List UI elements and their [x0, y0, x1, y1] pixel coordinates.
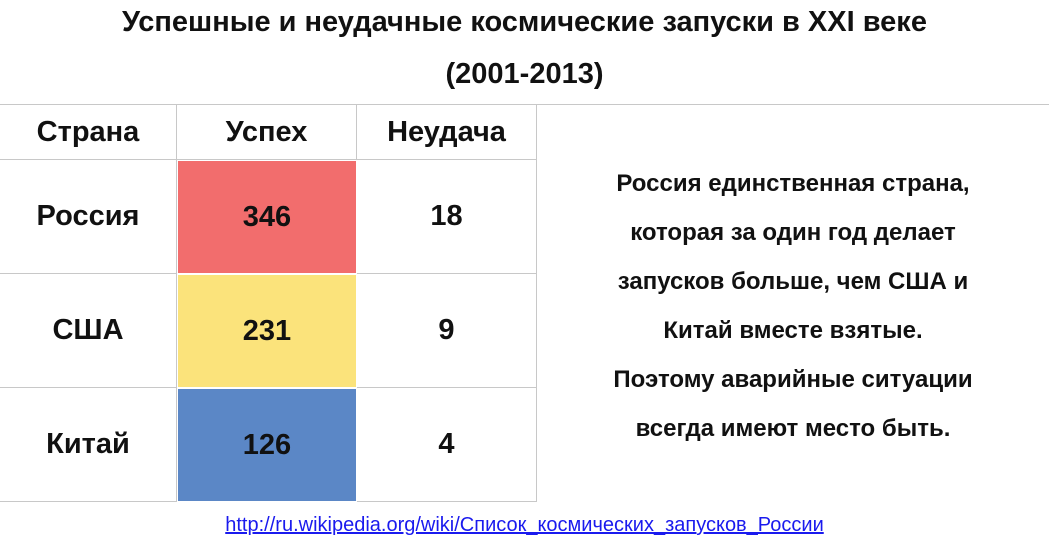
divider	[0, 104, 1049, 105]
title-line: Успешные и неудачные космические запуски…	[122, 6, 927, 38]
success-cell: 231	[177, 274, 357, 388]
note-line: всегда имеют место быть.	[635, 415, 951, 442]
success-cell: 346	[177, 160, 357, 274]
column-header: Неудача	[357, 105, 537, 160]
source-link[interactable]: http://ru.wikipedia.org/wiki/Список_косм…	[225, 514, 824, 536]
success-cell: 126	[177, 388, 357, 502]
title-line: (2001-2013)	[445, 58, 604, 90]
failure-cell: 9	[357, 274, 537, 388]
country-cell: Россия	[0, 160, 177, 274]
note-line: запусков больше, чем США и	[617, 268, 969, 295]
failure-cell: 4	[357, 388, 537, 502]
note-line: Россия единственная страна,	[616, 170, 970, 197]
note-line: Китай вместе взятые.	[663, 317, 923, 344]
column-header: Успех	[177, 105, 357, 160]
note-line: Поэтому аварийные ситуации	[613, 366, 973, 393]
failure-cell: 18	[357, 160, 537, 274]
note-line: которая за один год делает	[630, 219, 956, 246]
country-cell: США	[0, 274, 177, 388]
column-header: Страна	[0, 105, 177, 160]
country-cell: Китай	[0, 388, 177, 502]
